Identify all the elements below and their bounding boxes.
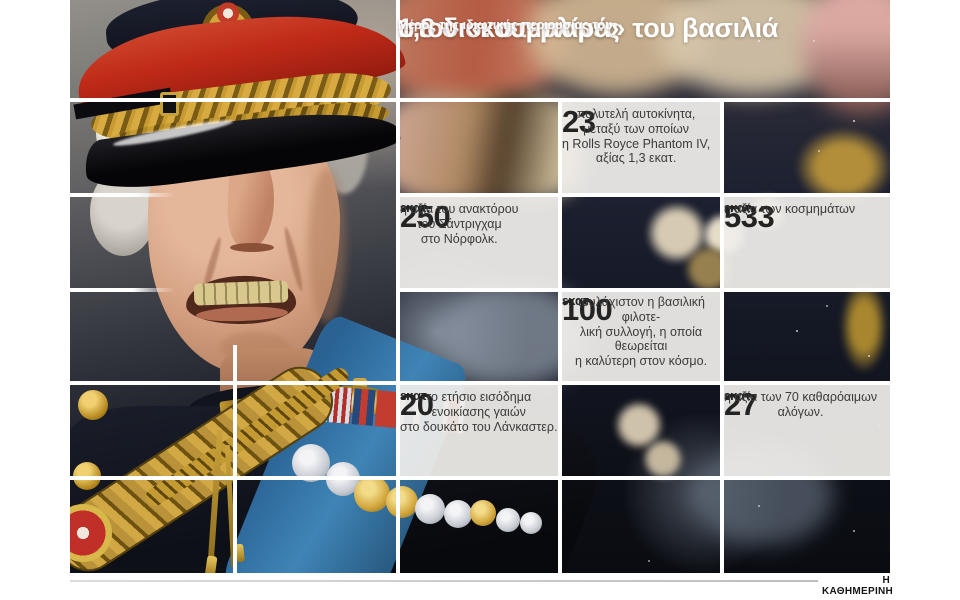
bokeh-light — [840, 278, 888, 374]
stat-cell-stamps: 100 εκατ. τουλάχιστον η βασιλική φιλοτε-… — [562, 292, 720, 381]
grid-line-horizontal — [70, 98, 890, 102]
medal — [470, 500, 496, 526]
stat-cell-cars: 23 πολυτελή αυτοκίνητα, μεταξύ των οποίω… — [562, 102, 720, 193]
headline-line2: στον «κουμπαρά» του βασιλιά — [398, 13, 779, 43]
medal — [386, 486, 418, 518]
stat-description: πολυτελή αυτοκίνητα, μεταξύ των οποίων η… — [562, 107, 711, 166]
stat-description: τουλάχιστον η βασιλική φιλοτε- λική συλλ… — [574, 295, 708, 368]
photo-montage: 1,8 δισ. στερλίνες στον «κουμπαρά» του β… — [70, 0, 890, 573]
grid-line-horizontal — [70, 476, 890, 480]
stat-description: η αξία του ανακτόρου του Σάντριγχαμ στο … — [400, 202, 519, 246]
newspaper-logo: Η ΚΑΘΗΜΕΡΙΝΗ — [822, 575, 894, 597]
stat-unit: εκατ. — [400, 388, 431, 403]
footer-divider — [70, 580, 818, 582]
cord-tip — [204, 555, 218, 573]
grid-line-vertical — [233, 345, 237, 573]
cheek-shading — [308, 168, 346, 323]
headline-subtitle: Μέρος της ιδιωτικής περιουσίας του — [398, 18, 613, 32]
stat-cell-lancaster: 20 εκατ. το ετήσιο εισόδημα ενοικίασης γ… — [400, 385, 558, 476]
stat-unit: εκατ. — [724, 200, 755, 215]
bokeh-light — [642, 438, 684, 480]
stat-description: η αξία των 70 καθαρόαιμων αλόγων. — [724, 390, 878, 419]
medal — [444, 500, 472, 528]
stat-value: 100 — [562, 292, 613, 327]
stat-value: 23 — [562, 104, 596, 139]
stat-value: 20 — [400, 387, 434, 422]
stat-unit: εκατ. — [400, 200, 431, 215]
nostrils — [230, 243, 274, 252]
ribbon — [351, 388, 376, 426]
medal — [292, 444, 330, 482]
grid-line-horizontal — [396, 193, 890, 197]
cap-strap-buckle — [160, 92, 179, 116]
stat-description: η αξία των κοσμημάτων — [724, 202, 856, 216]
stat-value: 27 — [724, 387, 758, 422]
ribbon — [374, 390, 399, 428]
grid-line-vertical — [558, 98, 562, 573]
grid-line-horizontal — [70, 381, 890, 385]
grid-line-horizontal — [396, 288, 890, 292]
stat-value: 250 — [400, 199, 451, 234]
grid-line-vertical — [720, 98, 724, 573]
stat-description: το ετήσιο εισόδημα ενοικίασης γαιών στο … — [400, 390, 558, 434]
stat-cell-horses: 27 εκατ. η αξία των 70 καθαρόαιμων αλόγω… — [724, 385, 890, 476]
stat-cell-sandringham: 250 εκατ. η αξία του ανακτόρου του Σάντρ… — [400, 197, 558, 288]
teeth — [193, 280, 289, 306]
grid-line-horizontal — [70, 193, 175, 197]
blur-blob — [398, 92, 583, 202]
gold-button — [78, 390, 108, 420]
grid-line-vertical — [396, 0, 400, 573]
stat-unit: εκατ. — [562, 293, 593, 308]
headline-line1: 1,8 δισ. στερλίνες — [398, 13, 620, 43]
medal — [415, 494, 445, 524]
stat-value: 533 — [724, 199, 775, 234]
stat-cell-jewellery: 533 εκατ. η αξία των κοσμημάτων — [724, 197, 890, 288]
medal — [520, 512, 542, 534]
medal — [496, 508, 520, 532]
stat-unit: εκατ. — [724, 388, 755, 403]
medal — [354, 476, 390, 512]
grid-line-horizontal — [70, 288, 175, 292]
